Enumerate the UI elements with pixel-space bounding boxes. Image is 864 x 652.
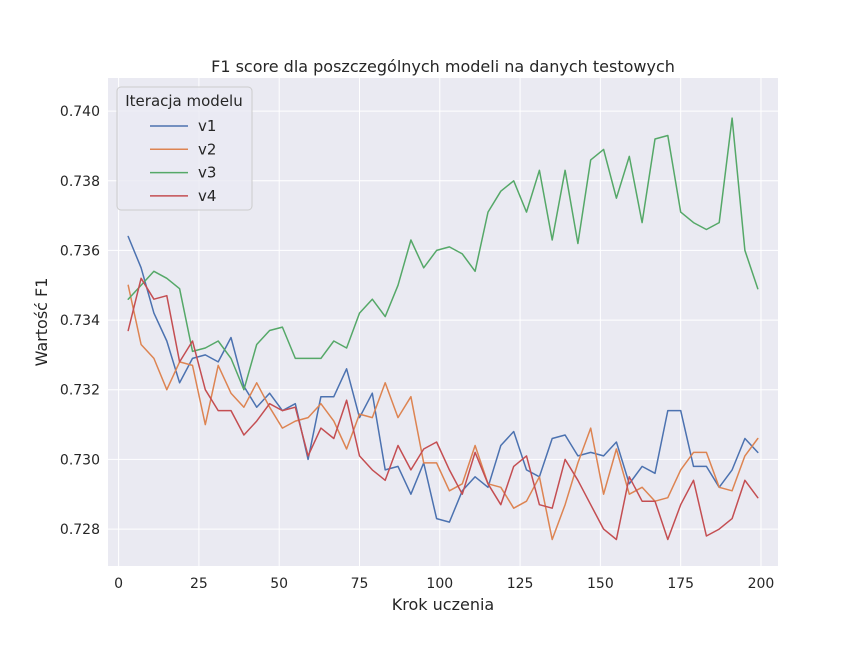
series-line-v3 <box>127 117 759 391</box>
series-line-v2 <box>127 284 759 541</box>
x-tick-label: 50 <box>270 576 288 592</box>
x-tick-label: 25 <box>190 576 208 592</box>
legend-box <box>116 86 253 211</box>
y-tick-label: 0.738 <box>60 174 100 190</box>
x-tick-label: 75 <box>351 576 369 592</box>
x-tick-labels: 0 25 50 75 100 125 150 175 200 <box>114 576 774 592</box>
chart-title: F1 score dla poszczególnych modeli na da… <box>211 57 675 76</box>
y-tick-label: 0.736 <box>60 243 100 259</box>
series-line-v4 <box>127 277 759 541</box>
y-tick-label: 0.734 <box>60 313 100 329</box>
x-tick-label: 100 <box>426 576 453 592</box>
series-layer <box>127 117 759 541</box>
legend-label-v4: v4 <box>198 187 216 205</box>
y-tick-label: 0.730 <box>60 452 100 468</box>
y-tick-label: 0.732 <box>60 383 100 399</box>
legend-title: Iteracja modelu <box>125 92 242 110</box>
x-tick-label: 200 <box>748 576 775 592</box>
series-line-v1 <box>127 235 759 523</box>
x-axis-label: Krok uczenia <box>392 595 494 614</box>
legend-label-v2: v2 <box>198 140 216 158</box>
legend-label-v1: v1 <box>198 117 216 135</box>
y-tick-label: 0.740 <box>60 104 100 120</box>
x-tick-label: 125 <box>507 576 534 592</box>
legend-items: v1 v2 v3 v4 <box>150 117 216 205</box>
legend: Iteracja modelu v1 v2 v3 v4 <box>116 86 253 211</box>
y-axis-label: Wartość F1 <box>32 278 51 367</box>
grid-layer <box>108 78 778 566</box>
y-tick-label: 0.728 <box>60 522 100 538</box>
legend-label-v3: v3 <box>198 164 216 182</box>
x-tick-label: 175 <box>667 576 694 592</box>
x-tick-label: 150 <box>587 576 614 592</box>
y-tick-labels: 0.728 0.730 0.732 0.734 0.736 0.738 0.740 <box>60 104 100 538</box>
x-tick-label: 0 <box>114 576 123 592</box>
